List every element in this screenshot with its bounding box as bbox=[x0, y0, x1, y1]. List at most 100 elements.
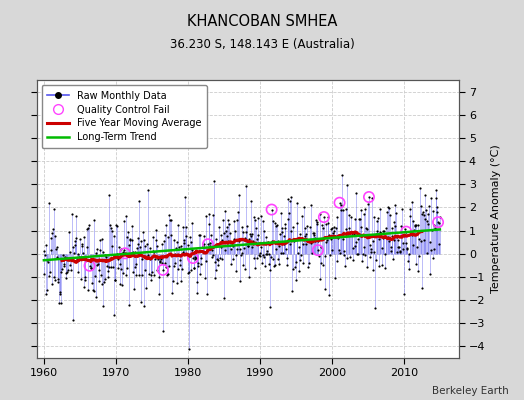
Point bbox=[322, 220, 330, 227]
Point bbox=[208, 247, 216, 254]
Point bbox=[60, 260, 69, 267]
Point bbox=[335, 200, 344, 206]
Point bbox=[431, 195, 440, 202]
Point bbox=[359, 211, 368, 218]
Point bbox=[284, 216, 292, 222]
Point bbox=[277, 250, 285, 256]
Point bbox=[245, 236, 254, 242]
Point bbox=[139, 228, 147, 235]
Point bbox=[340, 252, 348, 258]
Point bbox=[127, 237, 136, 244]
Point bbox=[320, 214, 328, 220]
Point bbox=[81, 277, 89, 283]
Point bbox=[355, 232, 363, 238]
Point bbox=[198, 248, 206, 255]
Point bbox=[63, 268, 71, 275]
Point bbox=[79, 284, 88, 290]
Point bbox=[363, 226, 371, 232]
Point bbox=[433, 204, 442, 210]
Point bbox=[410, 227, 418, 234]
Point bbox=[219, 217, 227, 223]
Point bbox=[136, 298, 145, 305]
Point bbox=[208, 254, 216, 260]
Point bbox=[288, 287, 296, 294]
Point bbox=[411, 222, 419, 229]
Point bbox=[400, 291, 408, 298]
Point bbox=[232, 268, 240, 274]
Point bbox=[110, 312, 118, 318]
Point bbox=[303, 223, 311, 229]
Point bbox=[425, 203, 433, 210]
Point bbox=[120, 247, 128, 254]
Point bbox=[72, 235, 81, 241]
Point bbox=[434, 220, 443, 226]
Point bbox=[239, 229, 247, 235]
Point bbox=[427, 247, 435, 253]
Point bbox=[203, 290, 212, 297]
Point bbox=[279, 250, 287, 256]
Point bbox=[64, 257, 73, 264]
Point bbox=[384, 204, 392, 210]
Point bbox=[291, 277, 300, 283]
Point bbox=[141, 242, 150, 249]
Point bbox=[222, 224, 231, 230]
Point bbox=[386, 248, 395, 254]
Point bbox=[328, 225, 336, 231]
Point bbox=[114, 256, 122, 262]
Point bbox=[130, 286, 138, 293]
Point bbox=[113, 250, 122, 257]
Point bbox=[44, 259, 52, 266]
Point bbox=[434, 219, 442, 226]
Point bbox=[51, 232, 60, 239]
Point bbox=[74, 268, 82, 275]
Point bbox=[226, 230, 234, 236]
Point bbox=[314, 247, 322, 253]
Point bbox=[401, 226, 409, 232]
Point bbox=[180, 237, 189, 243]
Point bbox=[255, 250, 264, 256]
Point bbox=[43, 257, 52, 263]
Point bbox=[283, 196, 292, 202]
Point bbox=[45, 272, 53, 279]
Point bbox=[210, 275, 219, 281]
Point bbox=[54, 300, 63, 306]
Point bbox=[187, 239, 195, 246]
Point bbox=[287, 228, 295, 234]
Point bbox=[209, 252, 217, 258]
Point bbox=[337, 202, 345, 208]
Point bbox=[237, 224, 246, 230]
Point bbox=[225, 221, 233, 227]
Point bbox=[93, 246, 102, 252]
Point bbox=[414, 236, 423, 242]
Point bbox=[59, 251, 67, 258]
Point bbox=[266, 267, 274, 274]
Point bbox=[205, 243, 214, 250]
Point bbox=[368, 238, 377, 245]
Point bbox=[314, 247, 322, 253]
Point bbox=[276, 230, 284, 237]
Point bbox=[115, 244, 123, 251]
Point bbox=[118, 270, 127, 277]
Point bbox=[366, 241, 374, 248]
Point bbox=[348, 256, 357, 263]
Point bbox=[124, 229, 132, 236]
Point bbox=[73, 256, 81, 262]
Point bbox=[291, 264, 299, 270]
Point bbox=[358, 258, 367, 264]
Point bbox=[392, 249, 401, 255]
Point bbox=[231, 228, 239, 234]
Point bbox=[362, 225, 370, 232]
Point bbox=[253, 236, 261, 243]
Point bbox=[346, 229, 355, 235]
Point bbox=[305, 238, 314, 244]
Point bbox=[94, 278, 103, 284]
Point bbox=[266, 304, 275, 310]
Point bbox=[50, 274, 58, 281]
Point bbox=[352, 239, 360, 245]
Point bbox=[192, 290, 201, 296]
Point bbox=[171, 260, 180, 266]
Point bbox=[315, 253, 323, 260]
Point bbox=[311, 238, 320, 244]
Point bbox=[407, 228, 415, 234]
Point bbox=[116, 281, 124, 287]
